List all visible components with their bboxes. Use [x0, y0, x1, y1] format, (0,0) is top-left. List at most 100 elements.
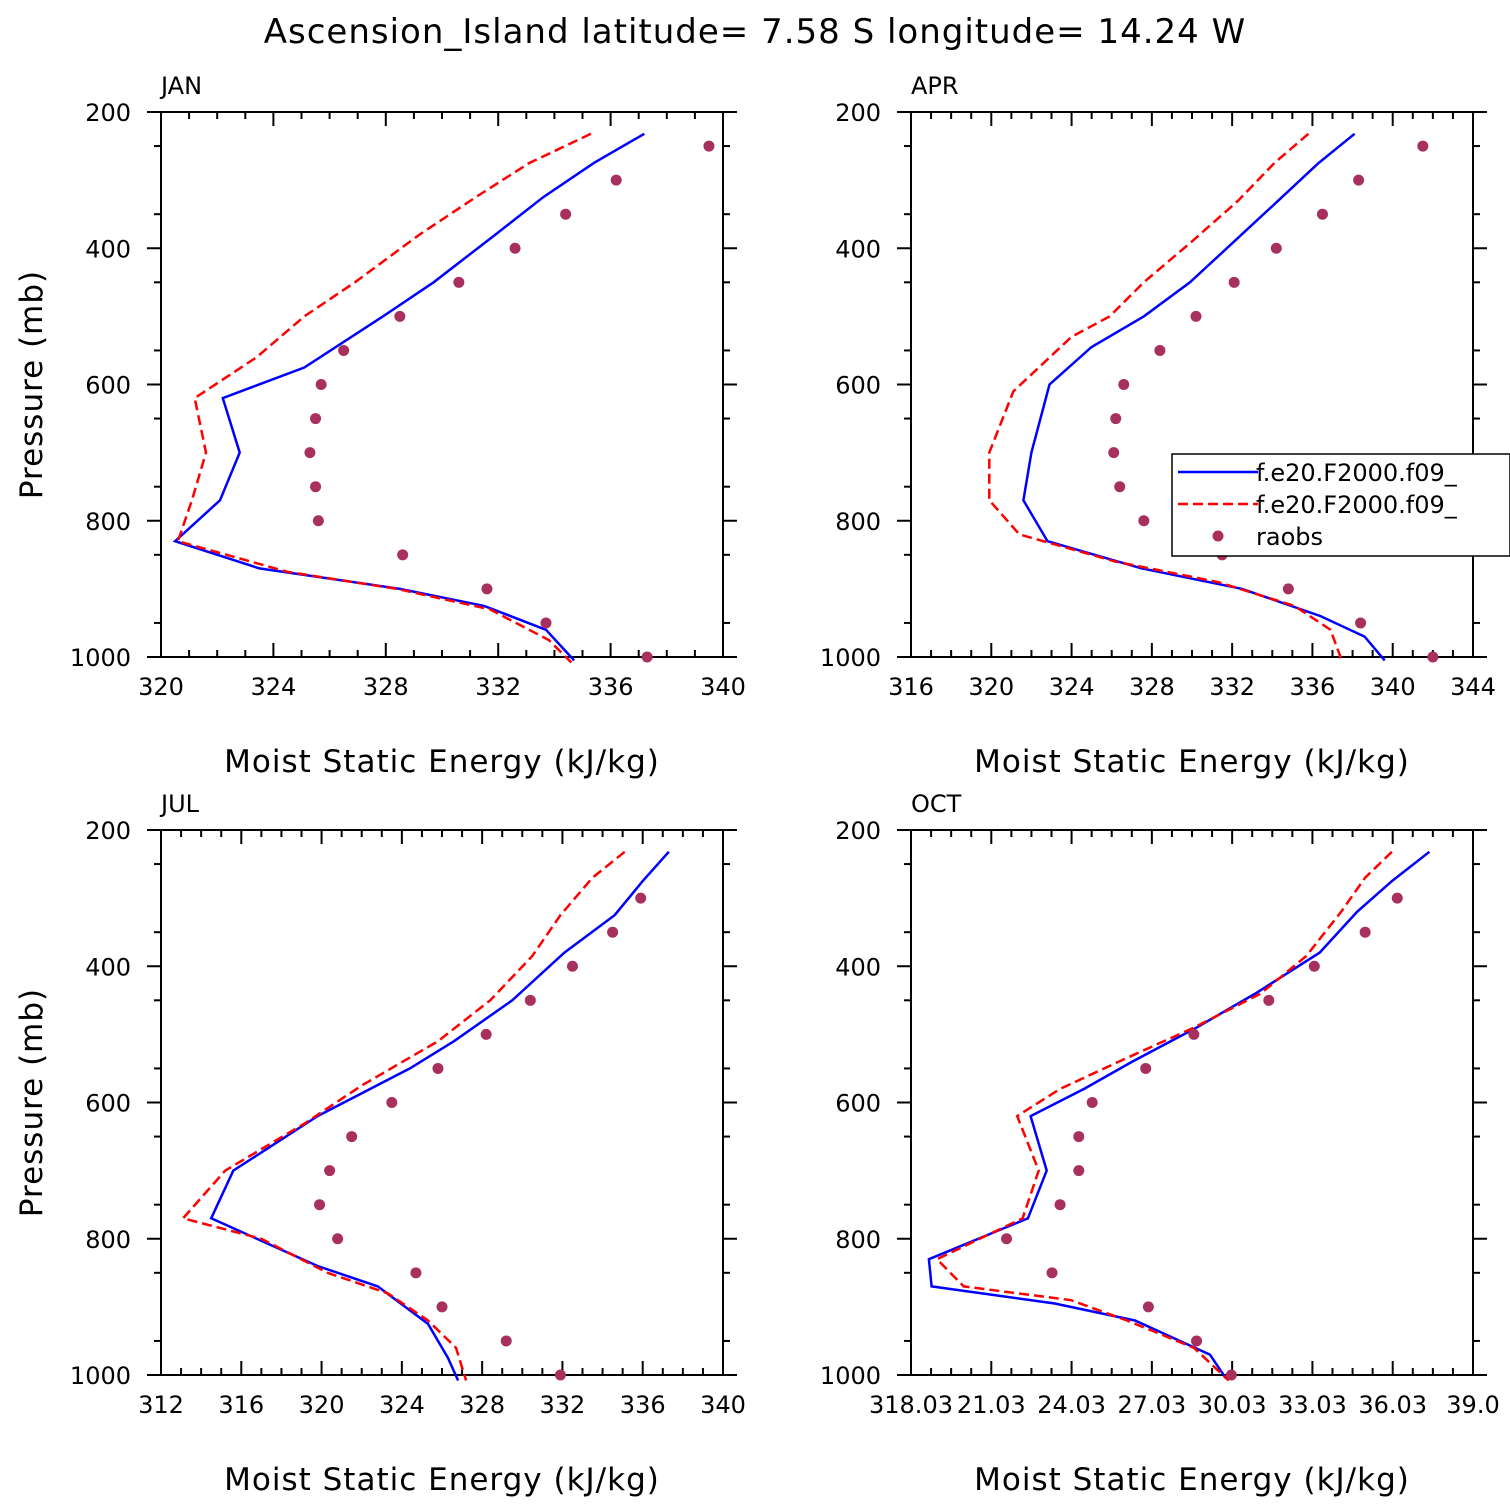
x-tick-label: 332: [540, 1391, 586, 1419]
y-axis-title: Pressure (mb): [14, 270, 50, 499]
x-tick-label: 328: [1129, 673, 1175, 701]
raobs-point: [1001, 1233, 1013, 1245]
raobs-point: [1073, 1165, 1085, 1177]
y-tick-label: 600: [835, 372, 881, 400]
raobs-point: [312, 515, 324, 527]
x-axis-title: Moist Static Energy (kJ/kg): [974, 744, 1410, 780]
y-tick-label: 400: [835, 953, 881, 981]
x-tick-label: 324: [379, 1391, 425, 1419]
raobs-point: [314, 1199, 326, 1211]
y-tick-label: 200: [85, 99, 131, 127]
x-tick-label: 324: [250, 673, 296, 701]
raobs-point: [1190, 310, 1202, 322]
raobs-point: [1110, 413, 1122, 425]
series-line-dashed: [988, 132, 1344, 663]
x-tick-label: 33.03: [1278, 1391, 1347, 1419]
raobs-point: [1427, 651, 1439, 663]
y-tick-label: 1000: [70, 644, 131, 672]
raobs-point: [304, 447, 316, 459]
series-line-dashed: [180, 850, 626, 1381]
series-line-solid: [1022, 132, 1386, 662]
series-line-solid: [172, 132, 645, 662]
legend-marker-raobs: [1212, 530, 1224, 542]
legend-entry: f.e20.F2000.f09_: [1256, 491, 1458, 519]
raobs-point: [1282, 583, 1294, 595]
y-tick-label: 1000: [820, 644, 881, 672]
raobs-point: [566, 960, 578, 972]
raobs-point: [1225, 1369, 1237, 1381]
raobs-point: [1355, 617, 1367, 629]
raobs-point: [394, 310, 406, 322]
x-axis-title: Moist Static Energy (kJ/kg): [224, 744, 660, 780]
panel-apr: 316 320 324 328 332 336 340 344 200 400 600 800 1000…: [820, 72, 1510, 780]
raobs-point: [310, 413, 322, 425]
raobs-point: [310, 481, 322, 493]
raobs-point: [554, 1369, 566, 1381]
x-tick-label: 344: [1450, 673, 1496, 701]
x-axis-title: Moist Static Energy (kJ/kg): [224, 1462, 660, 1498]
raobs-point: [1191, 1335, 1203, 1347]
x-axis-title: Moist Static Energy (kJ/kg): [974, 1462, 1410, 1498]
y-tick-label: 600: [85, 372, 131, 400]
x-tick-label: 320: [299, 1391, 345, 1419]
y-tick-label: 800: [85, 508, 131, 536]
panel-title: JAN: [159, 72, 202, 100]
raobs-point: [1154, 344, 1166, 356]
y-tick-label: 800: [835, 1226, 881, 1254]
x-tick-label: 316: [218, 1391, 264, 1419]
raobs-point: [432, 1062, 444, 1074]
y-tick-label: 200: [835, 99, 881, 127]
y-tick-label: 1000: [70, 1362, 131, 1390]
page-title: Ascension_Island latitude= 7.58 S longit…: [263, 12, 1247, 52]
raobs-point: [610, 174, 622, 186]
series-line-solid: [209, 850, 670, 1382]
y-tick-label: 800: [85, 1226, 131, 1254]
series-line-solid: [927, 850, 1431, 1380]
raobs-point: [338, 344, 350, 356]
panel-title: APR: [911, 72, 959, 100]
raobs-point: [1054, 1199, 1066, 1211]
x-tick-label: 24.03: [1037, 1391, 1106, 1419]
raobs-point: [1138, 515, 1150, 527]
x-tick-label: 21.03: [957, 1391, 1026, 1419]
panel-title: JUL: [159, 790, 200, 818]
raobs-point: [1188, 1028, 1200, 1040]
raobs-point: [509, 242, 521, 254]
y-tick-label: 200: [85, 817, 131, 845]
y-tick-label: 400: [835, 235, 881, 263]
x-tick-label: 39.0: [1446, 1391, 1499, 1419]
y-tick-label: 200: [835, 817, 881, 845]
raobs-point: [524, 994, 536, 1006]
x-tick-label: 30.03: [1198, 1391, 1267, 1419]
y-tick-label: 600: [85, 1090, 131, 1118]
y-tick-label: 1000: [820, 1362, 881, 1390]
y-tick-label: 800: [835, 508, 881, 536]
raobs-point: [436, 1301, 448, 1313]
y-tick-label: 400: [85, 235, 131, 263]
x-tick-label: 316: [888, 673, 934, 701]
plot-frame: [910, 829, 1474, 1376]
y-tick-label: 400: [85, 953, 131, 981]
raobs-point: [1353, 174, 1365, 186]
panel-jan: 320 324 328 332 336 340 200 400 600 800 1000 JAN Moi…: [14, 72, 746, 780]
raobs-point: [500, 1335, 512, 1347]
raobs-point: [1316, 208, 1328, 220]
x-tick-label: 36.03: [1358, 1391, 1427, 1419]
raobs-point: [346, 1131, 358, 1143]
raobs-point: [1086, 1097, 1098, 1108]
raobs-point: [480, 1028, 492, 1040]
x-tick-label: 324: [1049, 673, 1095, 701]
x-tick-label: 312: [138, 1391, 184, 1419]
panel-jul: 312 316 320 324 328 332 336 340 200 400 600 800 1000…: [14, 790, 746, 1498]
x-tick-label: 340: [700, 1391, 746, 1419]
raobs-point: [1114, 481, 1126, 493]
raobs-point: [607, 926, 619, 938]
raobs-point: [540, 617, 552, 629]
x-tick-label: 340: [700, 673, 746, 701]
x-tick-label: 27.03: [1117, 1391, 1186, 1419]
raobs-point: [1142, 1301, 1154, 1313]
legend-entry: f.e20.F2000.f09_: [1256, 459, 1458, 487]
raobs-point: [1263, 994, 1275, 1006]
x-tick-label: 336: [588, 673, 634, 701]
